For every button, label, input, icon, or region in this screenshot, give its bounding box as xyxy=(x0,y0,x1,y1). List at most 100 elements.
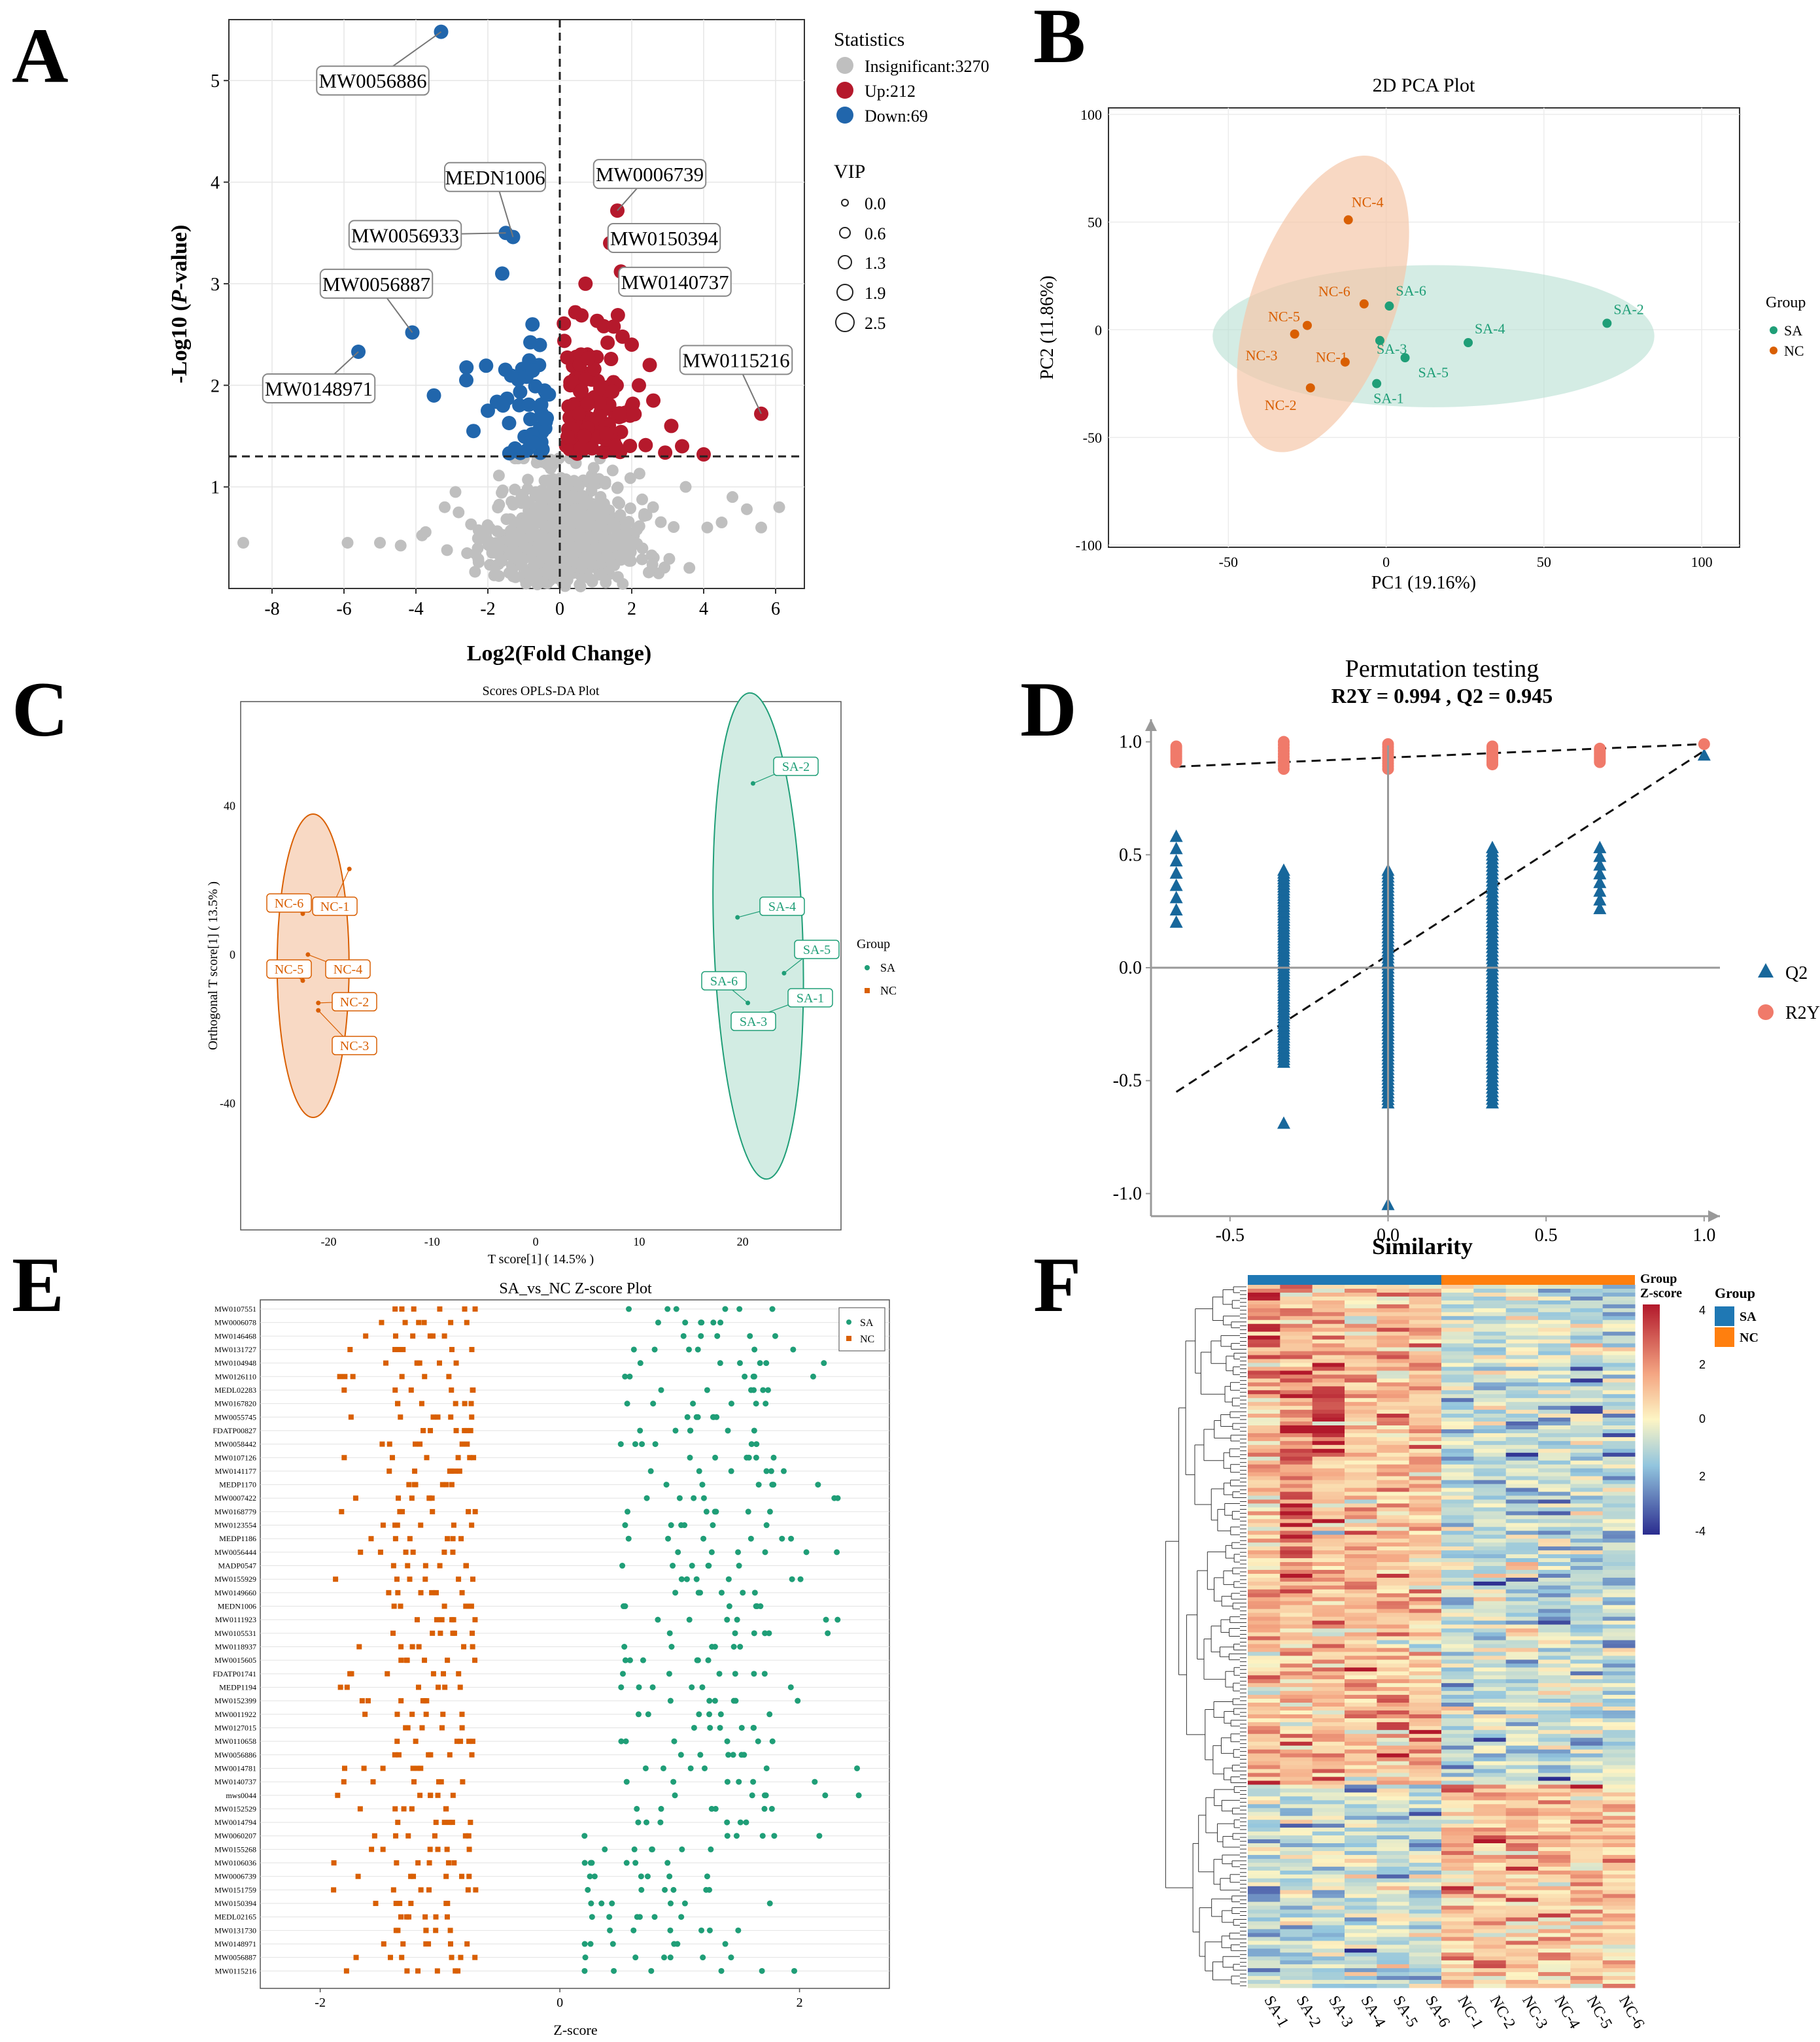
heatmap-cell xyxy=(1248,1327,1280,1333)
sa-zscore-point xyxy=(644,1495,650,1501)
nc-zscore-point xyxy=(396,1752,402,1758)
heatmap-cell xyxy=(1248,1566,1280,1571)
heatmap-cell xyxy=(1505,1632,1539,1637)
metabolite-label: MW0148971 xyxy=(215,1939,256,1948)
heatmap-cell xyxy=(1409,1444,1442,1450)
heatmap-cell xyxy=(1377,1952,1410,1957)
metabolite-label: MW0146468 xyxy=(215,1331,256,1340)
heatmap-cell xyxy=(1312,1589,1345,1594)
heatmap-cell xyxy=(1570,1937,1604,1941)
heatmap-cell xyxy=(1441,1729,1474,1735)
heatmap-cell xyxy=(1505,1433,1539,1438)
heatmap-cell xyxy=(1377,1601,1410,1606)
heatmap-cell xyxy=(1312,1351,1345,1355)
heatmap-cell xyxy=(1248,1784,1280,1789)
pca-point-nc-4 xyxy=(1343,215,1353,225)
pca-y-tick-label: -100 xyxy=(1076,537,1102,554)
heatmap-cell xyxy=(1409,1812,1442,1816)
heatmap-cell xyxy=(1538,1792,1571,1797)
heatmap-cell xyxy=(1570,1835,1604,1840)
heatmap-cell xyxy=(1377,1386,1410,1391)
heatmap-cell xyxy=(1409,1858,1442,1863)
heatmap-cell xyxy=(1505,1605,1539,1610)
heatmap-cell xyxy=(1409,1323,1442,1329)
heatmap-cell xyxy=(1248,1433,1280,1438)
heatmap-cell xyxy=(1538,1304,1571,1309)
sa-zscore-point xyxy=(854,1765,861,1771)
heatmap-cell xyxy=(1248,1414,1280,1418)
r2y-regression-line xyxy=(1176,743,1704,768)
heatmap-cell xyxy=(1441,1968,1474,1973)
heatmap-cell xyxy=(1473,1527,1507,1531)
insignificant-point xyxy=(493,498,506,511)
heatmap-cell xyxy=(1473,1948,1507,1953)
heatmap-cell xyxy=(1441,1519,1474,1523)
heatmap-cell xyxy=(1441,1605,1474,1610)
heatmap-cell xyxy=(1538,1741,1571,1746)
heatmap-cell xyxy=(1377,1335,1410,1340)
sa-zscore-point xyxy=(795,1697,801,1704)
sa-zscore-point xyxy=(766,1508,773,1515)
heatmap-cell xyxy=(1377,1866,1410,1871)
heatmap-cell xyxy=(1473,1679,1507,1684)
sa-zscore-point xyxy=(640,1657,646,1663)
sa-zscore-point xyxy=(825,1630,831,1637)
heatmap-cell xyxy=(1602,1464,1636,1469)
heatmap-cell xyxy=(1280,1769,1313,1774)
heatmap-cell xyxy=(1248,1777,1280,1781)
heatmap-cell xyxy=(1538,1327,1571,1333)
heatmap-cell xyxy=(1473,1351,1507,1355)
heatmap-cell xyxy=(1248,1425,1280,1430)
heatmap-cell xyxy=(1602,1323,1636,1329)
q2-point xyxy=(1697,748,1711,761)
heatmap-cell xyxy=(1345,1886,1377,1891)
heatmap-cell xyxy=(1602,1292,1636,1297)
panel-letter-e: E xyxy=(12,1241,64,1328)
heatmap-cell xyxy=(1441,1448,1474,1454)
heatmap-cell xyxy=(1570,1792,1604,1797)
heatmap-cell xyxy=(1345,1820,1377,1824)
nc-zscore-point xyxy=(394,1711,400,1717)
heatmap-cell xyxy=(1312,1476,1345,1481)
insignificant-point xyxy=(600,547,613,559)
down-point xyxy=(532,400,547,415)
heatmap-cell xyxy=(1602,1945,1636,1949)
heatmap-cell xyxy=(1248,1339,1280,1344)
nc-zscore-point xyxy=(465,1887,471,1893)
sa-zscore-point xyxy=(630,1927,637,1933)
heatmap-cell xyxy=(1345,1503,1377,1508)
heatmap-cell xyxy=(1280,1468,1313,1473)
sa-zscore-point xyxy=(637,1427,644,1434)
heatmap-cell xyxy=(1570,1812,1604,1816)
heatmap-cell xyxy=(1602,1968,1636,1973)
heatmap-cell xyxy=(1602,1800,1636,1805)
heatmap-cell xyxy=(1441,1554,1474,1559)
heatmap-cell xyxy=(1441,1378,1474,1383)
sa-zscore-point xyxy=(714,1333,721,1339)
heatmap-cell xyxy=(1538,1972,1571,1977)
heatmap-cell xyxy=(1570,1710,1604,1715)
heatmap-cell xyxy=(1280,1394,1313,1399)
heatmap-cell xyxy=(1602,1925,1636,1930)
heatmap-cell xyxy=(1441,1566,1474,1571)
heatmap-cell xyxy=(1602,1824,1636,1828)
heatmap-cell xyxy=(1377,1612,1410,1618)
insignificant-point xyxy=(611,481,624,494)
up-point xyxy=(587,362,602,377)
insignificant-point xyxy=(545,484,557,496)
heatmap-cell xyxy=(1409,1464,1442,1469)
heatmap-cell xyxy=(1538,1382,1571,1387)
heatmap-cell xyxy=(1377,1804,1410,1809)
heatmap-cell xyxy=(1602,1984,1636,1988)
nc-zscore-point xyxy=(450,1549,456,1555)
heatmap-cell xyxy=(1473,1733,1507,1739)
nc-zscore-point xyxy=(449,1482,455,1488)
heatmap-cell xyxy=(1409,1976,1442,1981)
nc-zscore-point xyxy=(399,1306,405,1312)
heatmap-cell xyxy=(1248,1562,1280,1567)
heatmap-cell xyxy=(1409,1331,1442,1336)
heatmap-cell xyxy=(1441,1683,1474,1688)
heatmap-cell xyxy=(1441,1398,1474,1403)
heatmap-cell xyxy=(1377,1472,1410,1477)
heatmap-cell xyxy=(1538,1632,1571,1637)
